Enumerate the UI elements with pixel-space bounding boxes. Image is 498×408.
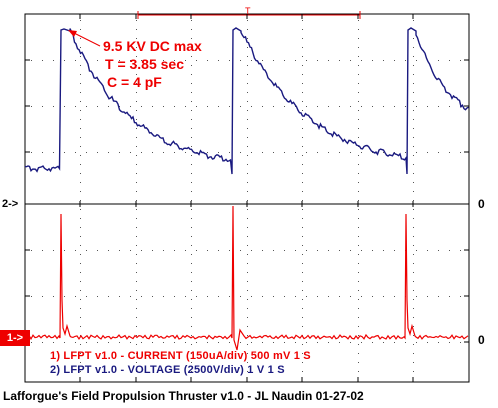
ch1-zero-label: 0 [478,333,485,347]
grid-dots [31,20,461,372]
footer-caption: Lafforgue's Field Propulsion Thruster v1… [3,389,364,403]
annotation-period: T = 3.85 sec [105,56,185,72]
trigger-marker: T [245,6,251,16]
ch2-zero-label: 0 [478,197,485,211]
ch2-ground-marker: 2-> [2,198,19,210]
legend-ch2: 2) LFPT v1.0 - VOLTAGE (2500V/div) 1 V 1… [50,364,285,376]
legend-ch1: 1) LFPT v1.0 - CURRENT (150uA/div) 500 m… [50,350,311,362]
grid-ticks [24,13,470,383]
trigger-bracket [137,11,361,19]
annotation-capacitance: C = 4 pF [107,74,162,90]
voltage-trace [24,27,469,175]
annotation-voltage: 9.5 KV DC max [103,38,202,54]
current-trace [24,205,469,351]
ch1-ground-marker: 1-> [0,330,30,346]
annotation-arrow [68,30,101,47]
